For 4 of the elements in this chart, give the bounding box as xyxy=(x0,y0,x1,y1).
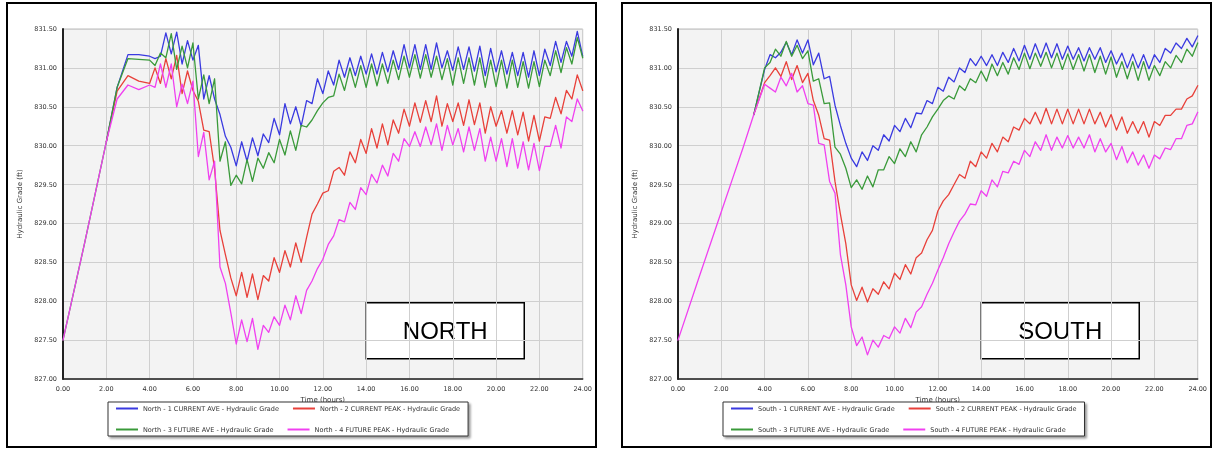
line-series xyxy=(753,40,1199,190)
annotation: SOUTH xyxy=(1018,317,1103,345)
annotation: NORTH xyxy=(402,317,488,345)
line-series xyxy=(677,72,1199,356)
